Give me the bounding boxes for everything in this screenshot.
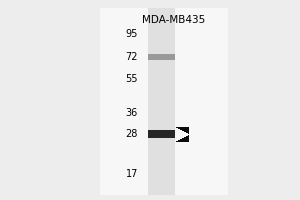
Text: 95: 95 (126, 29, 138, 39)
Text: 55: 55 (125, 74, 138, 84)
Text: 17: 17 (126, 169, 138, 179)
Text: 72: 72 (125, 52, 138, 62)
Text: 28: 28 (126, 129, 138, 139)
Text: MDA-MB435: MDA-MB435 (142, 15, 206, 25)
Text: 36: 36 (126, 108, 138, 118)
